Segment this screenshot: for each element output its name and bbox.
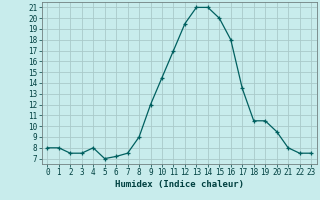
X-axis label: Humidex (Indice chaleur): Humidex (Indice chaleur): [115, 180, 244, 189]
